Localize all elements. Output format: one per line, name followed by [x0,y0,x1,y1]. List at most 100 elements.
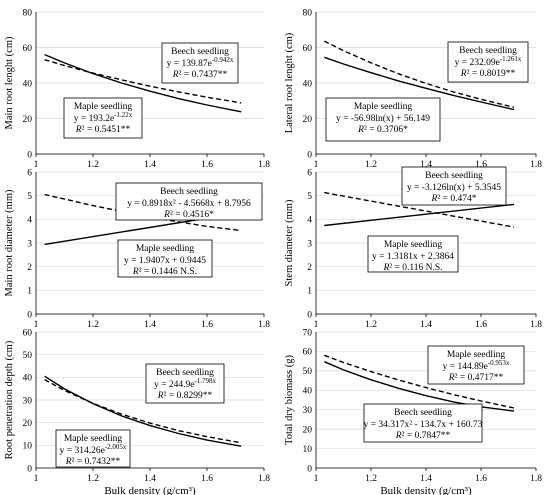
x-tick-label: 1.4 [420,160,432,170]
y-tick-label: 30 [303,406,313,416]
r-squared: R² = 0.7437** [172,70,228,80]
x-tick-label: 1 [314,320,319,330]
series-name: Maple seedling [64,434,123,444]
y-tick-label: 0 [27,150,32,160]
annotation-frame [145,363,225,404]
regression-equation: y = 193.2e-1.22x [74,111,133,124]
x-tick-label: 1.8 [258,320,270,330]
y-tick-label: 6 [27,168,32,178]
y-tick-label: 40 [303,79,313,89]
x-tick-label: 1.2 [365,160,377,170]
x-tick-label: 1.6 [201,474,213,484]
y-tick-label: 2 [307,263,312,273]
annotation-frame [363,403,483,443]
y-tick-label: 0 [27,464,32,474]
annotation-frame [117,239,213,278]
regression-equation: y = 139.87e-0.942x [167,56,234,69]
r-squared: R² = 0.116 N.S. [382,263,442,273]
x-tick-label: 1.2 [87,320,99,330]
regression-equation: y = 34.317x² - 134.7x + 160.73 [364,420,483,430]
x-tick-label: 1.2 [87,160,99,170]
r-squared: R² = 0.7847** [395,431,451,441]
x-tick-label: 1 [34,320,39,330]
y-tick-label: 50 [303,367,313,377]
y-tick-label: 0 [27,310,32,320]
chart-panel-5: 0 10 20 30 40 50 60 1 1.2 1.4 1.6 1.8 Root penetrati… [4,328,270,495]
y-axis-label: Main root lenght (cm) [4,36,15,130]
y-tick-label: 20 [23,419,33,429]
series-name: Beech seedling [160,187,218,197]
r-squared: R² = 0.4717** [448,373,504,383]
chart-panel-6: 0 10 20 30 40 50 60 70 1 1.2 1.4 1.6 1.8 Total dry bi… [284,328,542,495]
r-squared: R² = 0.4516* [163,210,214,220]
r-squared: R² = 0.1446 N.S. [132,267,197,277]
annotation-frame [401,166,507,206]
series-line-beech-seedling [44,378,242,444]
r-squared: R² = 0.8299** [157,391,213,401]
x-tick-label: 1.6 [475,474,487,484]
regression-equation: y = 1.3181x + 2.3864 [372,252,454,262]
annotation-frame [367,235,459,273]
y-tick-label: 70 [303,328,313,338]
x-tick-label: 1.2 [87,474,99,484]
x-tick-label: 1.8 [258,474,270,484]
regression-equation: y = 1.9407x + 0.9445 [124,256,206,266]
x-tick-label: 1.4 [420,474,432,484]
x-tick-label: 1.4 [144,320,156,330]
y-tick-label: 80 [23,8,33,18]
annotation-frame [161,42,239,84]
y-tick-label: 1 [307,287,312,297]
x-tick-label: 1.6 [201,320,213,330]
x-tick-label: 1.8 [530,160,542,170]
annotation-box: Beech seedling y = 0.8918x² - 4.5668x + 8… [115,182,263,221]
series-line-beech-seedling [323,40,515,108]
x-tick-label: 1 [314,160,319,170]
series-line-beech-seedling [324,191,515,228]
annotation-box: Beech seedling y = 34.317x² - 134.7x + 16… [363,403,483,443]
y-tick-label: 50 [23,351,33,361]
series-line-maple-seedling [324,203,515,227]
annotation-frame [325,97,441,142]
regression-equation: y = 0.8918x² - 4.5668x + 8.7956 [127,199,251,209]
regression-equation: y = 244.9e-1.798x [154,377,217,390]
x-tick-label: 1.6 [201,160,213,170]
chart-panel-1: 0 20 40 60 80 1 1.2 1.4 1.6 1.8 Main root lenght (… [4,8,270,170]
y-axis-label: Root penetration depth (cm) [4,340,15,459]
series-name: Beech seedling [156,368,214,378]
y-tick-label: 40 [23,79,33,89]
x-tick-label: 1.8 [530,320,542,330]
series-line-maple-seedling [324,56,515,111]
series-name: Beech seedling [459,46,517,56]
series-line-maple-seedling [44,375,242,447]
y-tick-label: 40 [303,387,313,397]
y-tick-label: 20 [303,425,313,435]
regression-equation: y = 232.09e-1.261x [455,55,522,68]
regression-equation: y = 144.89e-0.953x [443,359,510,372]
y-axis-label: Total dry biomass (g) [284,355,295,445]
y-tick-label: 20 [303,115,313,125]
annotation-frame [63,97,143,139]
x-axis-label: Bulk density (g/cm³) [380,485,472,495]
series-name: Maple seedling [447,350,506,360]
x-tick-label: 1.4 [420,320,432,330]
series-line-maple-seedling [324,354,515,409]
x-tick-label: 1.4 [144,160,156,170]
annotation-frame [447,41,529,83]
regression-equation: y = 314.26e-2.005x [60,443,127,456]
r-squared: R² = 0.8019** [460,69,516,79]
y-tick-label: 60 [303,44,313,54]
y-tick-label: 0 [307,464,312,474]
y-tick-label: 0 [307,150,312,160]
y-tick-label: 60 [23,328,33,338]
y-tick-label: 80 [303,8,313,18]
x-tick-label: 1.8 [258,160,270,170]
y-tick-label: 60 [303,348,313,358]
